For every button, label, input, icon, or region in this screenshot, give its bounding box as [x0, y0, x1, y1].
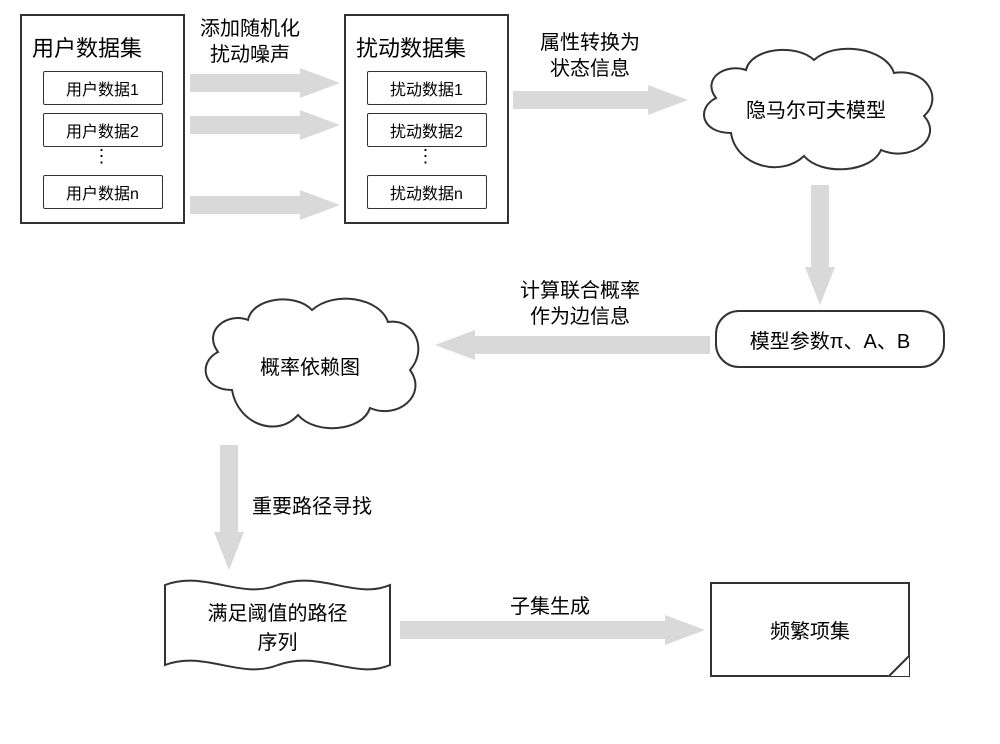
arrow-label-transform: 属性转换为 状态信息 — [540, 30, 640, 82]
ellipsis: ⋮ — [417, 151, 437, 171]
fold-icon — [888, 655, 910, 677]
path-sequence-text: 满足阈值的路径 序列 — [160, 572, 395, 680]
perturb-data-item: 扰动数据n — [367, 175, 487, 209]
frequent-itemset-doc: 频繁项集 — [710, 582, 910, 677]
arrow-icon — [805, 185, 835, 305]
user-data-item: 用户数据n — [43, 175, 163, 209]
arrow-label-subset: 子集生成 — [510, 594, 590, 620]
prob-graph-cloud-text: 概率依赖图 — [190, 290, 430, 440]
arrow-label-path-find: 重要路径寻找 — [252, 494, 372, 520]
user-dataset-title: 用户数据集 — [22, 25, 183, 67]
ellipsis: ⋮ — [93, 151, 113, 171]
arrow-icon — [513, 85, 688, 115]
model-params-box: 模型参数π、A、B — [715, 310, 945, 368]
perturb-data-item: 扰动数据1 — [367, 71, 487, 105]
perturb-dataset-box: 扰动数据集 扰动数据1 扰动数据2 ⋮ 扰动数据n — [344, 14, 509, 224]
arrow-icon — [190, 190, 340, 220]
user-data-item: 用户数据2 — [43, 113, 163, 147]
user-dataset-box: 用户数据集 用户数据1 用户数据2 ⋮ 用户数据n — [20, 14, 185, 224]
arrow-label-joint-prob: 计算联合概率 作为边信息 — [520, 278, 640, 330]
perturb-dataset-title: 扰动数据集 — [346, 25, 507, 67]
perturb-data-item: 扰动数据2 — [367, 113, 487, 147]
user-data-item: 用户数据1 — [43, 71, 163, 105]
arrow-icon — [435, 330, 710, 360]
arrow-icon — [190, 110, 340, 140]
arrow-icon — [190, 68, 340, 98]
hmm-cloud-text: 隐马尔可夫模型 — [686, 38, 946, 178]
arrow-label-noise: 添加随机化 扰动噪声 — [200, 16, 300, 68]
arrow-icon — [214, 445, 244, 570]
